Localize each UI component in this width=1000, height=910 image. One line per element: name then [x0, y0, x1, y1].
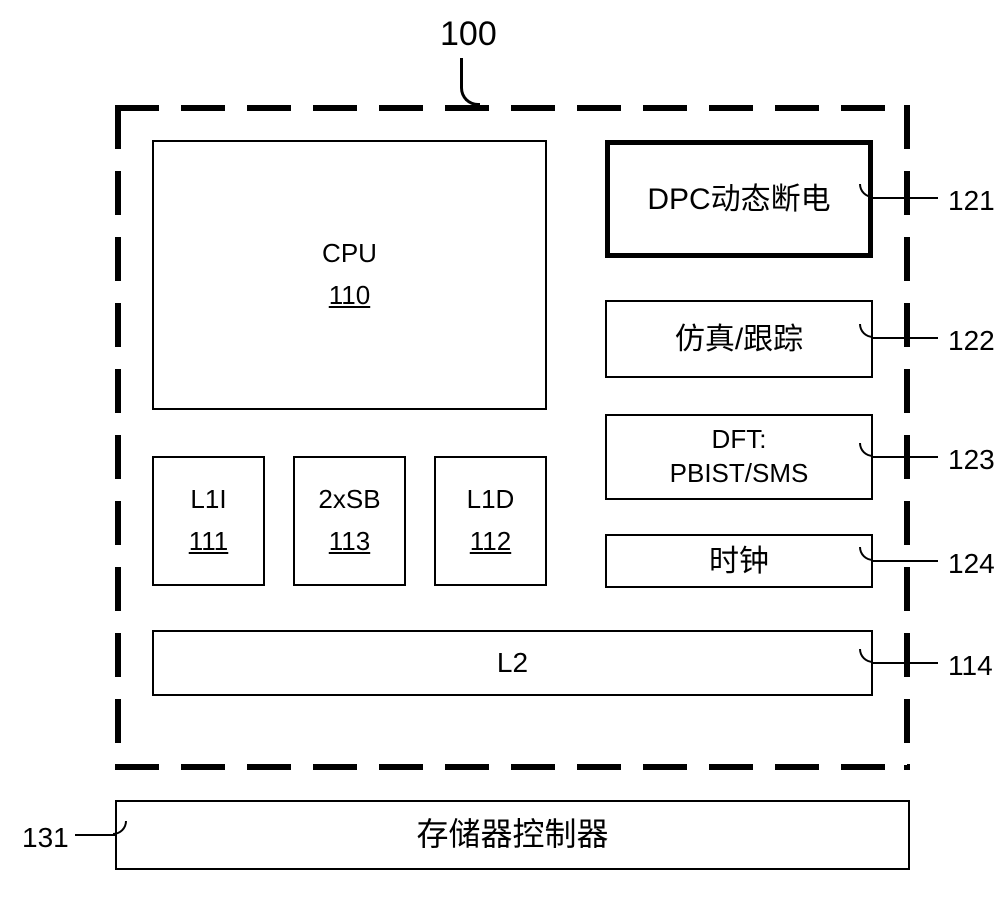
l1d-block: L1D 112	[434, 456, 547, 586]
callout-label: 121	[948, 185, 995, 217]
l2-block: L2	[152, 630, 873, 696]
dpc-label: DPC动态断电	[647, 180, 830, 219]
callout-lead	[873, 197, 938, 199]
figure-ref-label: 100	[440, 15, 497, 54]
dpc-block: DPC动态断电	[605, 140, 873, 258]
callout-lead	[873, 337, 938, 339]
callout-lead	[873, 456, 938, 458]
mem-ctrl-label: 存储器控制器	[416, 814, 608, 856]
figure-ref-leader	[460, 58, 480, 106]
l1d-label: L1D	[467, 483, 515, 517]
l1d-ref: 112	[470, 525, 511, 559]
sb-label: 2xSB	[318, 483, 380, 517]
dft-label2: PBIST/SMS	[670, 457, 809, 491]
l1i-block: L1I 111	[152, 456, 265, 586]
mem-ctrl-block: 存储器控制器	[115, 800, 910, 870]
l1i-label: L1I	[190, 483, 226, 517]
emu-block: 仿真/跟踪	[605, 300, 873, 378]
clk-block: 时钟	[605, 534, 873, 588]
l1i-ref: 111	[189, 525, 229, 559]
diagram-canvas: 100 CPU 110 L1I 111 2xSB 113 L1D 112 DPC…	[0, 0, 1000, 910]
l2-label: L2	[497, 645, 528, 681]
callout-lead	[873, 560, 938, 562]
callout-lead	[873, 662, 938, 664]
callout-label: 114	[948, 650, 993, 682]
callout-label: 122	[948, 325, 995, 357]
callout-label: 124	[948, 548, 995, 580]
dft-block: DFT: PBIST/SMS	[605, 414, 873, 500]
callout-label: 131	[22, 822, 69, 854]
emu-label: 仿真/跟踪	[675, 320, 803, 359]
callout-lead	[75, 834, 115, 836]
sb-block: 2xSB 113	[293, 456, 406, 586]
sb-ref: 113	[329, 525, 370, 559]
clk-label: 时钟	[709, 542, 769, 581]
cpu-ref: 110	[329, 279, 370, 313]
cpu-label: CPU	[322, 237, 377, 271]
cpu-block: CPU 110	[152, 140, 547, 410]
callout-label: 123	[948, 444, 995, 476]
dft-label1: DFT:	[712, 423, 767, 457]
